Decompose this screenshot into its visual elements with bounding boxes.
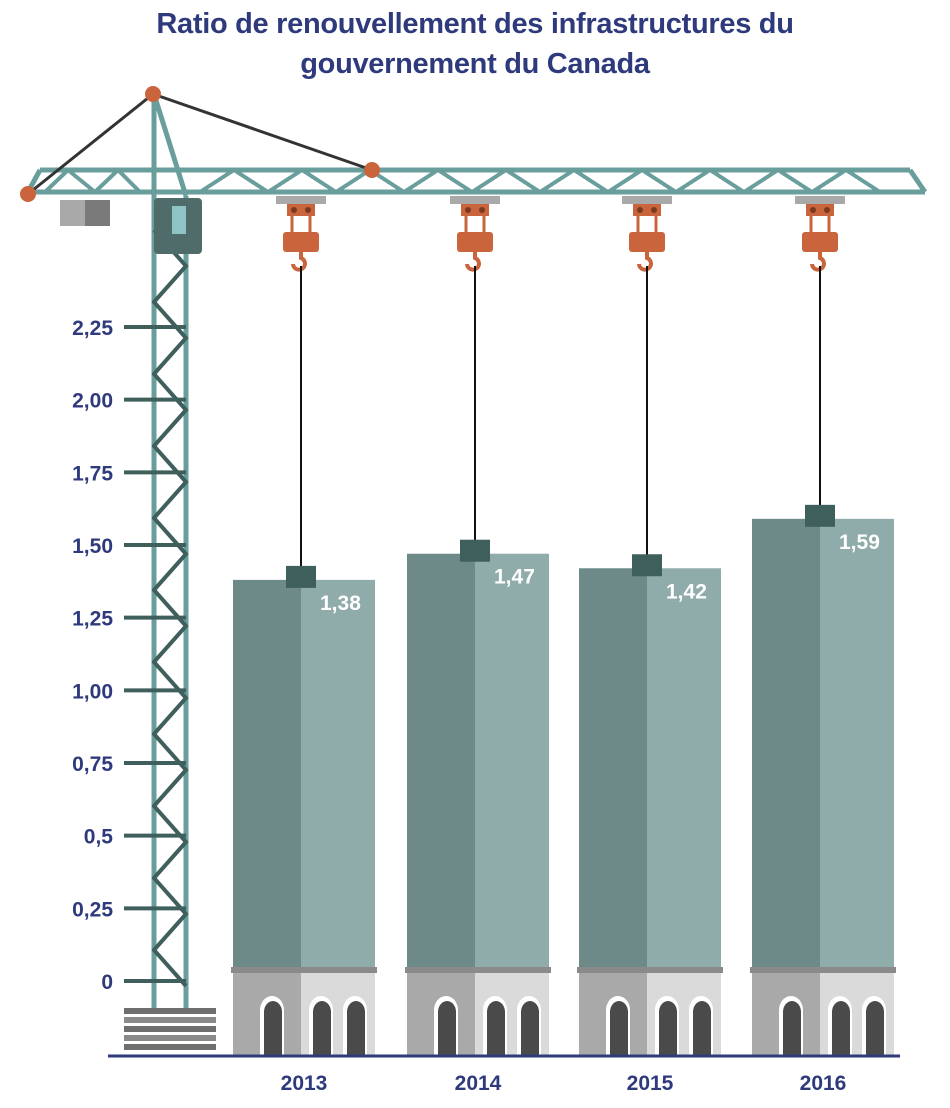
crane-cab-window <box>172 206 186 234</box>
bar-2014-hook-plate <box>460 539 490 562</box>
arch-opening <box>438 1001 456 1055</box>
hook-icon <box>465 252 481 272</box>
bar-2014-light <box>475 553 549 967</box>
arch-opening <box>693 1001 711 1055</box>
arch-opening <box>264 1001 282 1055</box>
stay-cable-left <box>27 92 154 196</box>
mast-base-block <box>124 1035 216 1041</box>
bar-2014-dark <box>407 553 475 967</box>
hook-bolt <box>824 207 830 213</box>
hook-bolt <box>810 207 816 213</box>
hook-block <box>802 232 838 252</box>
hook-bolt <box>651 207 657 213</box>
mast-base-block <box>124 1008 216 1014</box>
trolley <box>276 196 326 204</box>
hook-block <box>629 232 665 252</box>
arch-opening <box>866 1001 884 1055</box>
cable-joint <box>20 186 36 202</box>
y-tick-label: 2,00 <box>72 390 113 413</box>
hook-bolt <box>305 207 311 213</box>
hook-icon <box>291 252 307 272</box>
chart-title: Ratio de renouvellement des infrastructu… <box>0 4 950 84</box>
mast-lattice <box>151 228 189 988</box>
hook-bolt <box>465 207 471 213</box>
y-tick-label: 2,25 <box>72 317 113 340</box>
hook-bolt <box>291 207 297 213</box>
bar-2016-light <box>820 518 894 967</box>
bar-2015-light <box>647 568 721 967</box>
jib-end-right <box>907 168 928 194</box>
bar-2013-light <box>301 579 375 967</box>
bar-base-ledge <box>231 967 377 973</box>
hook-cables <box>636 216 658 232</box>
y-tick-label: 1,50 <box>72 535 113 558</box>
bar-2016-hook-plate <box>805 504 835 527</box>
trolley <box>450 196 500 204</box>
hook-cables <box>464 216 486 232</box>
data-label-2014: 1,47 <box>494 566 535 589</box>
arch-opening <box>783 1001 801 1055</box>
x-tick-label-2013: 2013 <box>281 1072 328 1095</box>
hook-icon <box>810 252 826 272</box>
y-tick-label: 0,5 <box>84 826 114 849</box>
y-tick-label: 1,25 <box>72 608 113 631</box>
counterweight-dark <box>85 200 110 226</box>
chart-title-line-1: Ratio de renouvellement des infrastructu… <box>156 8 794 40</box>
arch-opening <box>832 1001 850 1055</box>
arch-opening <box>659 1001 677 1055</box>
stay-cable-right <box>152 92 373 172</box>
bar-2016-dark <box>752 518 820 967</box>
y-tick-label: 0,75 <box>72 753 113 776</box>
counter-jib-webbing <box>43 167 142 195</box>
x-tick-label-2014: 2014 <box>455 1072 502 1095</box>
arch-opening <box>610 1001 628 1055</box>
arch-opening <box>487 1001 505 1055</box>
bar-2015-dark <box>579 568 647 967</box>
hook-bolt <box>479 207 485 213</box>
cable-joint <box>145 86 161 102</box>
bar-base-ledge <box>750 967 896 973</box>
bar-2015-hook-plate <box>632 554 662 577</box>
mast-base-block <box>124 1026 216 1032</box>
counterweight-light <box>60 200 85 226</box>
hook-block <box>283 232 319 252</box>
data-label-2015: 1,42 <box>666 580 707 603</box>
y-tick-label: 1,00 <box>72 680 113 703</box>
mast-base-block <box>124 1044 216 1050</box>
arch-opening <box>521 1001 539 1055</box>
y-tick-label: 0 <box>101 971 113 994</box>
trolley <box>622 196 672 204</box>
bar-2013-hook-plate <box>286 565 316 588</box>
jib-webbing <box>198 167 882 195</box>
mast-base-block <box>124 1017 216 1023</box>
trolley <box>795 196 845 204</box>
x-tick-label-2015: 2015 <box>627 1072 674 1095</box>
hook-bolt <box>637 207 643 213</box>
cable-joint <box>364 162 380 178</box>
y-tick-label: 0,25 <box>72 898 113 921</box>
data-label-2013: 1,38 <box>320 592 361 615</box>
data-label-2016: 1,59 <box>839 531 880 554</box>
hook-block <box>457 232 493 252</box>
hook-cables <box>809 216 831 232</box>
bar-base-ledge <box>405 967 551 973</box>
bar-2013-dark <box>233 579 301 967</box>
hook-cables <box>290 216 312 232</box>
hook-icon <box>637 252 653 272</box>
arch-opening <box>313 1001 331 1055</box>
chart-title-line-2: gouvernement du Canada <box>300 48 650 80</box>
arch-opening <box>347 1001 365 1055</box>
x-tick-label-2016: 2016 <box>800 1072 847 1095</box>
y-tick-label: 1,75 <box>72 462 113 485</box>
mast-peak-brace <box>151 93 189 197</box>
bar-base-ledge <box>577 967 723 973</box>
